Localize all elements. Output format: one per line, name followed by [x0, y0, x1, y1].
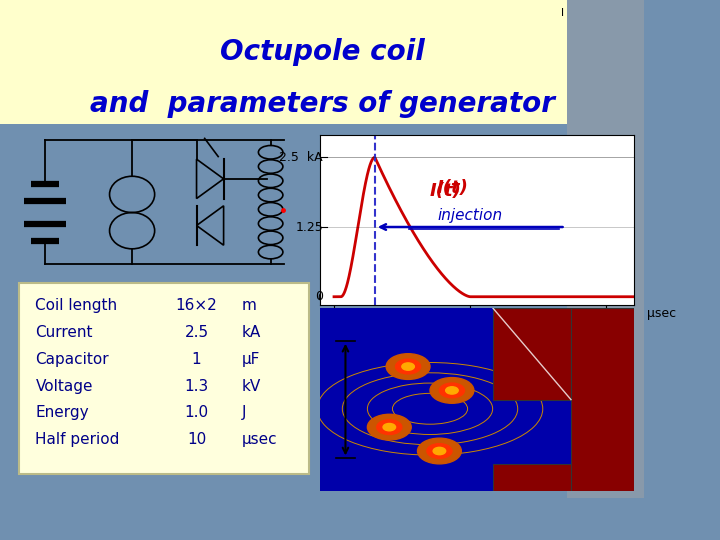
Text: Half period: Half period [35, 433, 120, 447]
Circle shape [430, 377, 474, 403]
Bar [567, 0, 644, 498]
Bar [492, 464, 571, 491]
Text: μF: μF [242, 352, 260, 367]
Circle shape [367, 414, 411, 440]
Text: injection: injection [438, 207, 503, 222]
Text: 0: 0 [318, 293, 325, 303]
Bar [492, 308, 634, 400]
Text: I(t): I(t) [436, 179, 468, 197]
Circle shape [446, 387, 458, 394]
Text: μsec: μsec [242, 433, 277, 447]
Circle shape [427, 444, 452, 458]
Text: μsec: μsec [647, 307, 676, 320]
Text: m: m [242, 299, 256, 313]
Text: and  parameters of generator: and parameters of generator [90, 90, 554, 118]
Text: Voltage: Voltage [35, 379, 93, 394]
Text: Current: Current [35, 325, 93, 340]
Text: Energy: Energy [35, 406, 89, 421]
Circle shape [402, 363, 415, 370]
Text: 2.5  kA: 2.5 kA [279, 151, 323, 164]
Text: kA: kA [242, 325, 261, 340]
Text: 10: 10 [187, 433, 206, 447]
Text: I(t): I(t) [429, 182, 462, 200]
Text: 1.3: 1.3 [184, 379, 209, 394]
Text: l: l [561, 8, 564, 18]
Circle shape [433, 447, 446, 455]
Circle shape [377, 420, 402, 435]
Text: 1.0: 1.0 [184, 406, 209, 421]
Text: 0: 0 [315, 290, 323, 303]
FancyBboxPatch shape [19, 282, 310, 474]
Text: 16×2: 16×2 [176, 299, 217, 313]
Text: Capacitor: Capacitor [35, 352, 109, 367]
Text: 1: 1 [192, 352, 202, 367]
Circle shape [439, 383, 464, 398]
Text: Coil length: Coil length [35, 299, 117, 313]
Bar [571, 308, 634, 491]
Circle shape [395, 359, 420, 374]
Text: Octupole coil: Octupole coil [220, 38, 425, 66]
Text: kV: kV [242, 379, 261, 394]
Circle shape [383, 423, 395, 431]
Circle shape [386, 354, 430, 380]
Text: 1.25: 1.25 [295, 220, 323, 233]
Bar [0, 0, 567, 124]
Circle shape [418, 438, 462, 464]
Text: 2.5: 2.5 [184, 325, 209, 340]
Text: J: J [242, 406, 246, 421]
